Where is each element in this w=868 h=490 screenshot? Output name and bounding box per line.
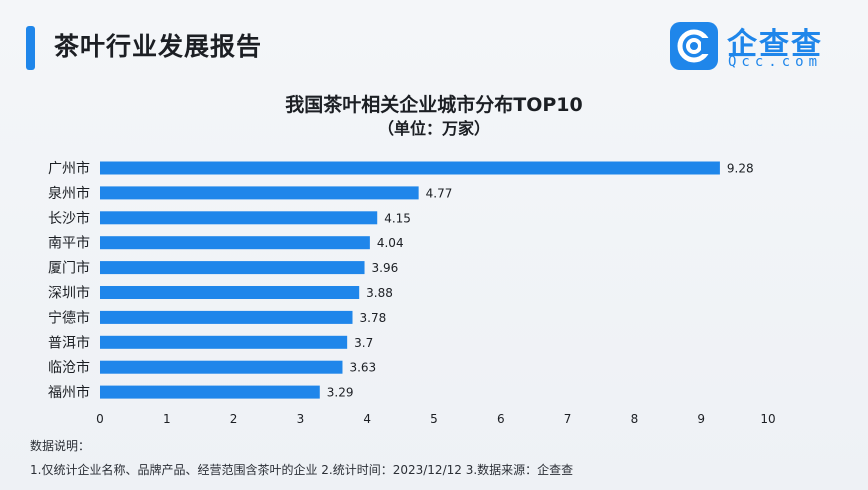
bar bbox=[100, 310, 353, 324]
bar bbox=[100, 385, 320, 399]
data-label: 4.77 bbox=[426, 186, 453, 200]
data-label: 3.63 bbox=[349, 361, 376, 375]
category-label: 福州市 bbox=[48, 384, 90, 401]
brand-domain: Qcc.com bbox=[728, 54, 823, 70]
category-label: 南平市 bbox=[48, 235, 90, 252]
x-tick-label: 9 bbox=[697, 412, 705, 426]
category-label: 普洱市 bbox=[48, 334, 90, 351]
data-label: 3.29 bbox=[327, 386, 354, 400]
page-title: 茶叶行业发展报告 bbox=[54, 32, 263, 61]
bar bbox=[100, 261, 365, 275]
qcc-logo-glyph bbox=[677, 29, 711, 63]
category-label: 广州市 bbox=[48, 160, 90, 177]
x-tick-label: 3 bbox=[297, 412, 305, 426]
data-label: 3.7 bbox=[354, 336, 373, 350]
x-tick-label: 8 bbox=[631, 412, 639, 426]
category-label: 宁德市 bbox=[48, 309, 90, 326]
brand-name: 企查查 bbox=[727, 27, 823, 62]
notes-title: 数据说明： bbox=[30, 439, 91, 453]
x-tick-label: 0 bbox=[96, 412, 104, 426]
x-tick-label: 7 bbox=[564, 412, 572, 426]
data-label: 3.96 bbox=[372, 261, 399, 275]
chart-subtitle: （单位：万家） bbox=[377, 119, 490, 138]
data-label: 4.15 bbox=[384, 211, 411, 225]
bar bbox=[100, 161, 720, 175]
bar bbox=[100, 335, 348, 349]
x-tick-label: 6 bbox=[497, 412, 505, 426]
x-tick-label: 2 bbox=[230, 412, 238, 426]
data-label: 3.78 bbox=[360, 311, 387, 325]
x-tick-label: 1 bbox=[163, 412, 171, 426]
data-label: 9.28 bbox=[727, 162, 754, 176]
bar bbox=[100, 286, 360, 299]
category-label: 临沧市 bbox=[48, 359, 90, 376]
x-tick-label: 5 bbox=[430, 412, 438, 426]
bar bbox=[100, 236, 370, 250]
chart-title: 我国茶叶相关企业城市分布TOP10 bbox=[285, 94, 583, 116]
category-label: 泉州市 bbox=[48, 185, 90, 202]
category-label: 深圳市 bbox=[48, 285, 90, 302]
bar bbox=[100, 360, 343, 374]
notes-body: 1.仅统计企业名称、品牌产品、经营范围含茶叶的企业 2.统计时间：2023/12… bbox=[30, 463, 574, 477]
bar bbox=[100, 211, 378, 225]
data-label: 4.04 bbox=[377, 236, 404, 250]
x-tick-label: 4 bbox=[363, 412, 371, 426]
bar bbox=[100, 186, 419, 200]
x-tick-label: 10 bbox=[760, 412, 775, 426]
header-accent-bar bbox=[26, 26, 35, 70]
data-label: 3.88 bbox=[366, 286, 393, 300]
qcc-logo-icon bbox=[670, 22, 718, 70]
category-label: 长沙市 bbox=[48, 210, 90, 227]
category-label: 厦门市 bbox=[48, 260, 90, 277]
